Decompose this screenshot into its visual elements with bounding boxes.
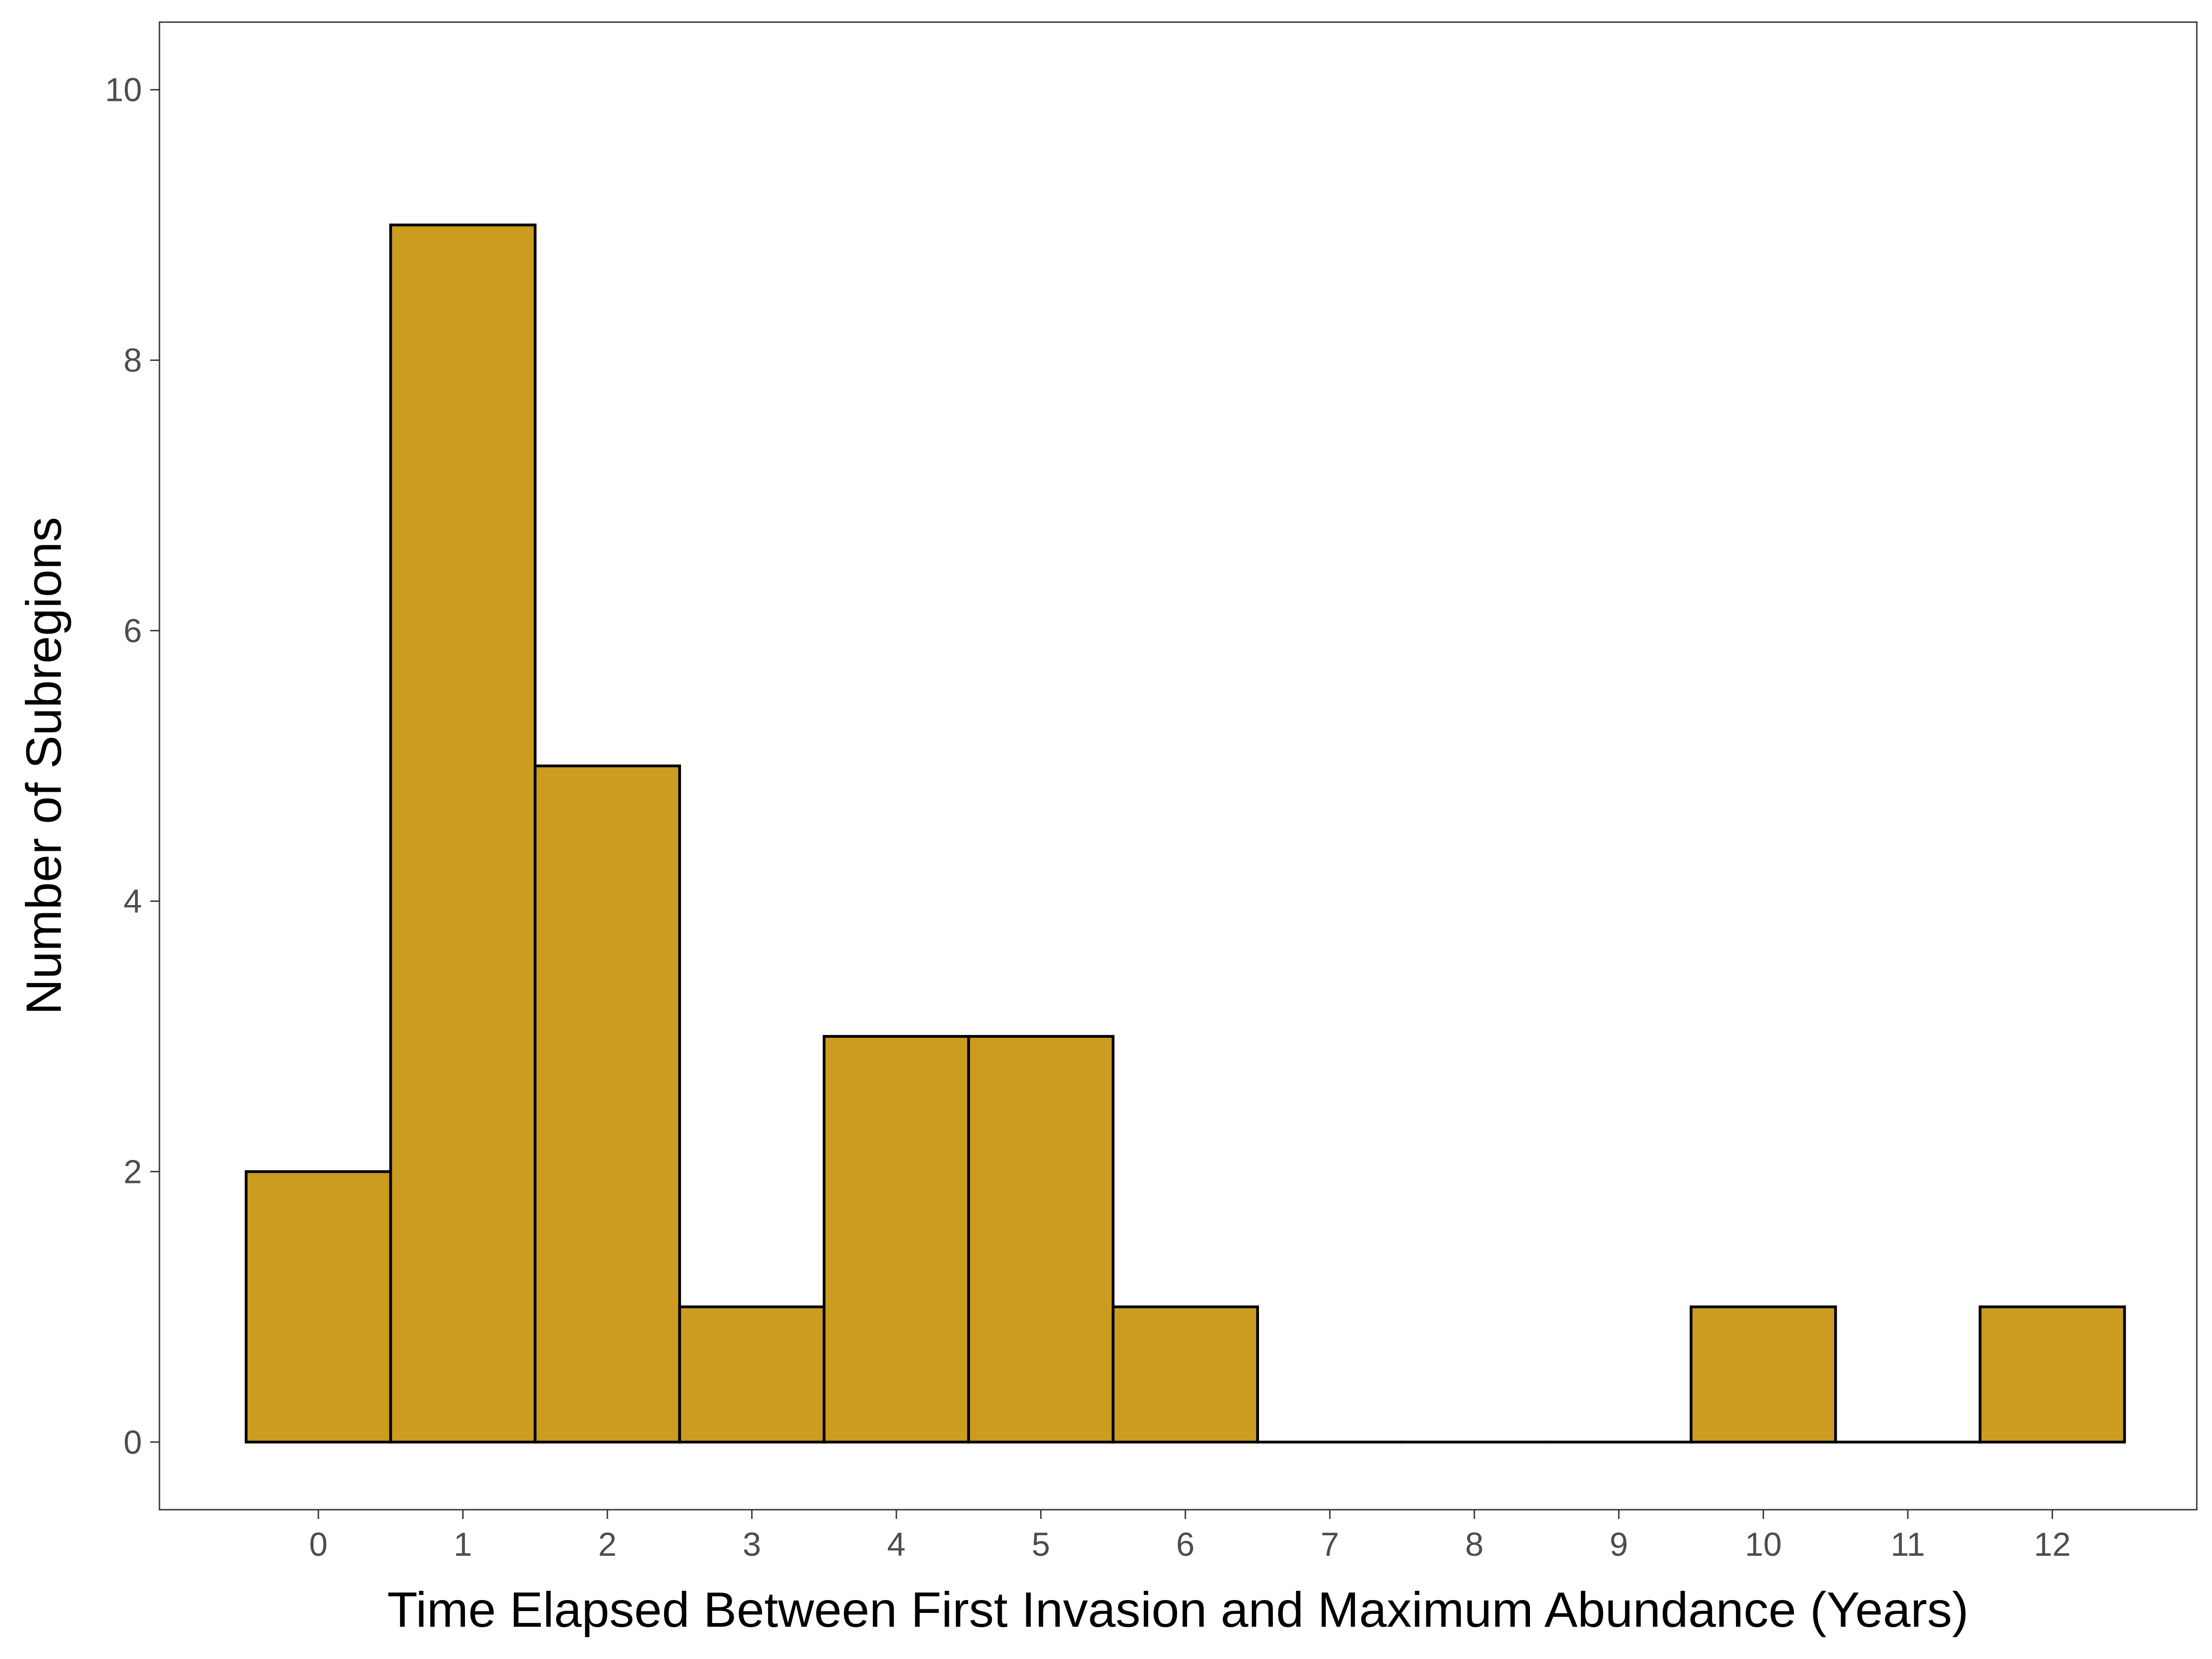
histogram-bar-6 — [1112, 1305, 1259, 1444]
bars-group — [245, 224, 2126, 1444]
y-tick-label: 10 — [105, 72, 142, 109]
histogram-bar-12 — [1978, 1305, 2126, 1444]
x-tick-label: 6 — [1176, 1526, 1194, 1563]
y-tick-label: 2 — [124, 1153, 142, 1190]
x-tick-label: 1 — [453, 1526, 472, 1563]
histogram-bar-2 — [534, 765, 681, 1444]
x-tick-label: 5 — [1032, 1526, 1050, 1563]
plot-panel-border — [159, 21, 2198, 1511]
x-tick-label: 10 — [1745, 1526, 1782, 1563]
y-axis-title: Number of Subregions — [16, 517, 71, 1015]
x-tick-label: 2 — [598, 1526, 617, 1563]
x-tick-label: 11 — [1891, 1526, 1925, 1563]
x-tick-label: 0 — [309, 1526, 328, 1563]
x-tick-label: 4 — [887, 1526, 906, 1563]
histogram-bar-5 — [967, 1035, 1115, 1444]
x-tick-label: 8 — [1465, 1526, 1483, 1563]
y-tick-label: 8 — [124, 342, 142, 379]
y-tick-label: 6 — [124, 613, 142, 650]
histogram-bar-4 — [823, 1035, 970, 1444]
histogram-bar-3 — [678, 1305, 826, 1444]
x-axis-title: Time Elapsed Between First Invasion and … — [387, 1582, 1969, 1637]
x-tick-label: 3 — [743, 1526, 761, 1563]
x-tick-label: 7 — [1321, 1526, 1339, 1563]
x-axis-ticks: 0 1 2 3 4 5 6 7 8 9 10 11 12 — [309, 1510, 2071, 1563]
histogram-bar-10 — [1689, 1305, 1837, 1444]
histogram-bar-0 — [245, 1170, 392, 1444]
y-tick-label: 4 — [124, 883, 142, 920]
y-tick-label: 0 — [124, 1424, 142, 1461]
x-tick-label: 12 — [2034, 1526, 2071, 1563]
x-tick-label: 9 — [1610, 1526, 1628, 1563]
y-axis-ticks: 0 2 4 6 8 10 — [105, 72, 159, 1461]
histogram-bar-1 — [389, 224, 537, 1444]
